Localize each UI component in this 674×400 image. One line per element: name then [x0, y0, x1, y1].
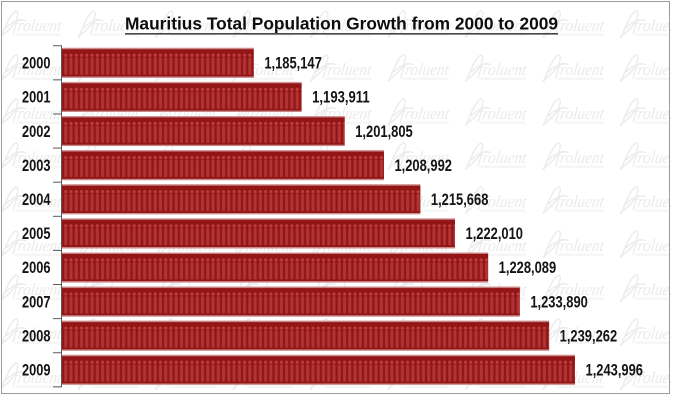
svg-text:1,222,010: 1,222,010 [466, 225, 524, 243]
svg-text:2000: 2000 [22, 55, 51, 73]
svg-text:1,208,992: 1,208,992 [394, 157, 452, 175]
svg-text:2002: 2002 [22, 123, 51, 141]
svg-text:2004: 2004 [22, 191, 51, 209]
svg-text:2001: 2001 [22, 89, 51, 107]
svg-text:2005: 2005 [22, 225, 51, 243]
svg-text:1,243,996: 1,243,996 [586, 362, 644, 380]
svg-text:1,193,911: 1,193,911 [312, 89, 370, 107]
svg-text:Mauritius Total Population Gro: Mauritius Total Population Growth from 2… [125, 14, 558, 34]
svg-text:1,239,262: 1,239,262 [560, 327, 618, 345]
svg-text:1,233,890: 1,233,890 [530, 293, 588, 311]
svg-text:2008: 2008 [22, 327, 51, 345]
svg-text:1,201,805: 1,201,805 [355, 123, 413, 141]
svg-text:2009: 2009 [22, 362, 51, 380]
svg-text:1,215,668: 1,215,668 [431, 191, 489, 209]
svg-text:1,228,089: 1,228,089 [499, 259, 557, 277]
svg-text:2003: 2003 [22, 157, 51, 175]
svg-text:1,185,147: 1,185,147 [264, 55, 322, 73]
svg-text:2007: 2007 [22, 293, 51, 311]
svg-text:2006: 2006 [22, 259, 51, 277]
